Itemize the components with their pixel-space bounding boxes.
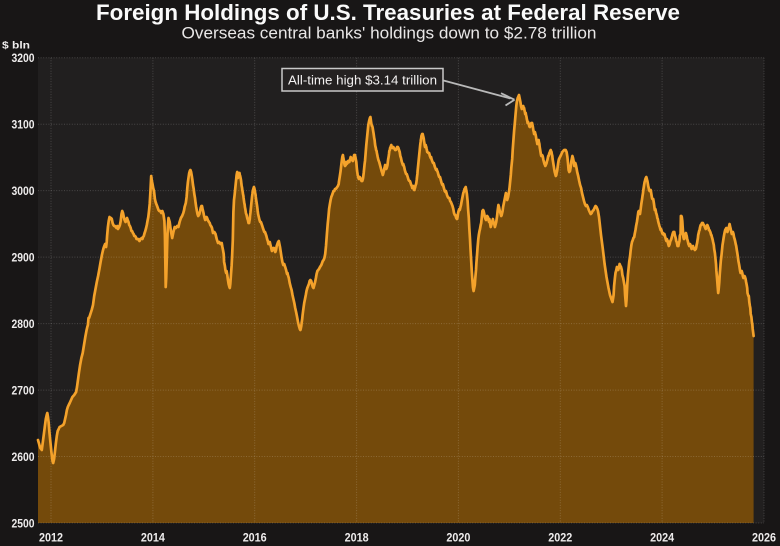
svg-text:$ bln: $ bln (2, 41, 30, 52)
svg-text:2600: 2600 (12, 450, 35, 464)
svg-text:3200: 3200 (12, 51, 35, 65)
svg-text:3000: 3000 (12, 184, 35, 198)
svg-text:2500: 2500 (12, 516, 35, 530)
svg-text:2012: 2012 (39, 531, 63, 545)
svg-text:2018: 2018 (345, 531, 369, 545)
svg-text:Overseas central banks' holdin: Overseas central banks' holdings down to… (182, 24, 597, 43)
svg-text:3100: 3100 (12, 118, 35, 132)
svg-text:2026: 2026 (752, 531, 776, 545)
svg-text:Foreign Holdings of U.S. Treas: Foreign Holdings of U.S. Treasuries at F… (96, 0, 680, 25)
svg-text:2900: 2900 (12, 250, 35, 264)
svg-text:2022: 2022 (548, 531, 572, 545)
svg-text:2016: 2016 (243, 531, 267, 545)
svg-text:2024: 2024 (650, 531, 674, 545)
svg-text:2700: 2700 (12, 383, 35, 397)
svg-text:All-time high $3.14 trillion: All-time high $3.14 trillion (288, 73, 437, 88)
svg-text:2020: 2020 (446, 531, 470, 545)
svg-text:2800: 2800 (12, 317, 35, 331)
svg-text:2014: 2014 (141, 531, 165, 545)
